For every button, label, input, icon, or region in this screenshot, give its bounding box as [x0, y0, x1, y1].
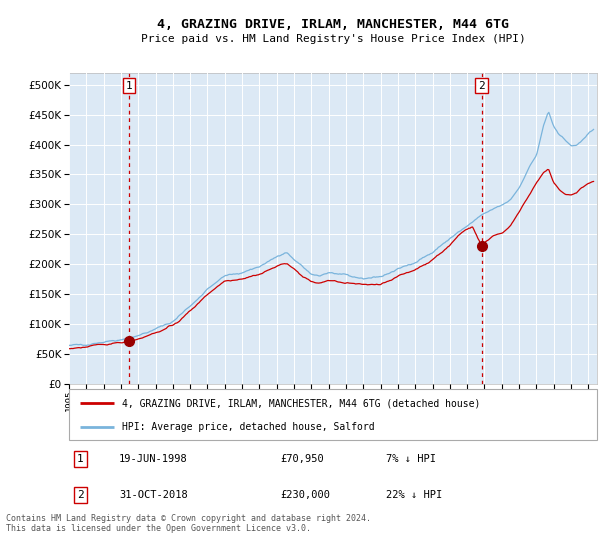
Text: £70,950: £70,950 [280, 454, 324, 464]
Text: 2: 2 [77, 490, 83, 500]
Text: 22% ↓ HPI: 22% ↓ HPI [386, 490, 442, 500]
Text: Price paid vs. HM Land Registry's House Price Index (HPI): Price paid vs. HM Land Registry's House … [140, 34, 526, 44]
Text: Contains HM Land Registry data © Crown copyright and database right 2024.
This d: Contains HM Land Registry data © Crown c… [6, 514, 371, 534]
Text: HPI: Average price, detached house, Salford: HPI: Average price, detached house, Salf… [122, 422, 374, 432]
Text: 7% ↓ HPI: 7% ↓ HPI [386, 454, 436, 464]
Text: 2: 2 [478, 81, 485, 91]
Text: 1: 1 [125, 81, 132, 91]
Text: 4, GRAZING DRIVE, IRLAM, MANCHESTER, M44 6TG: 4, GRAZING DRIVE, IRLAM, MANCHESTER, M44… [157, 18, 509, 31]
Text: £230,000: £230,000 [280, 490, 330, 500]
Text: 4, GRAZING DRIVE, IRLAM, MANCHESTER, M44 6TG (detached house): 4, GRAZING DRIVE, IRLAM, MANCHESTER, M44… [122, 398, 480, 408]
Text: 31-OCT-2018: 31-OCT-2018 [119, 490, 188, 500]
Text: 19-JUN-1998: 19-JUN-1998 [119, 454, 188, 464]
Text: 1: 1 [77, 454, 83, 464]
